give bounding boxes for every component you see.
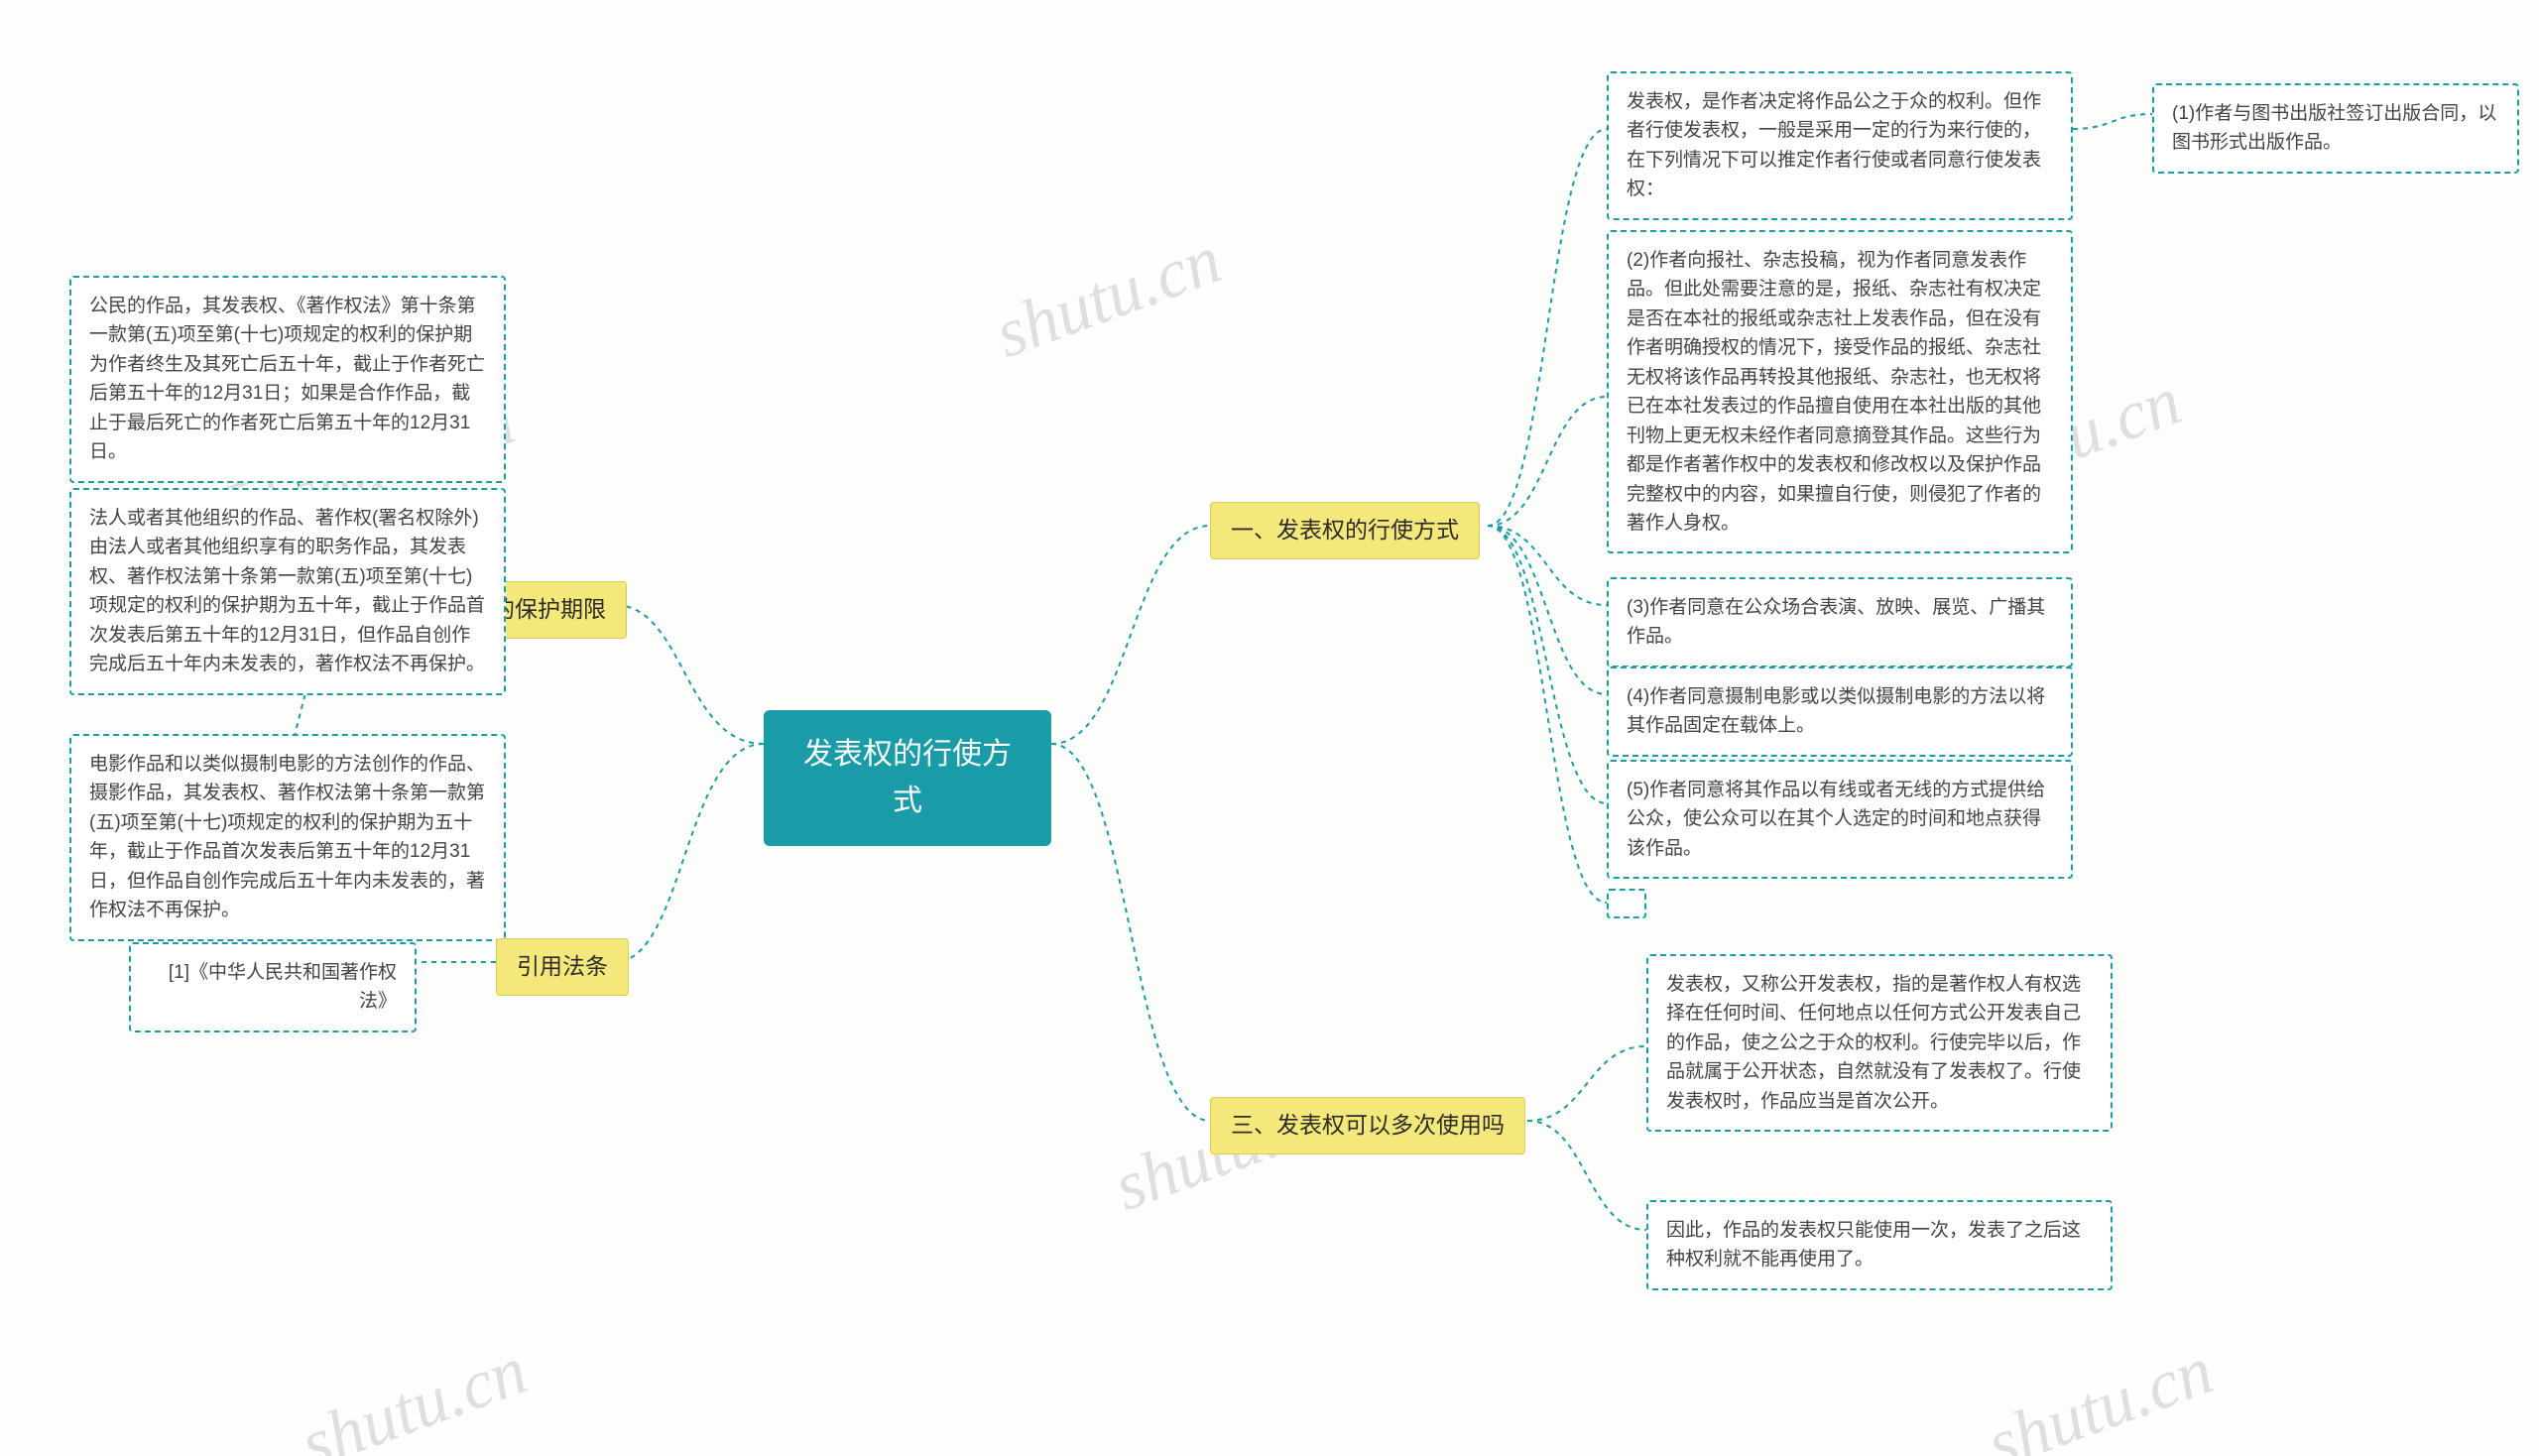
branch-3-label: 三、发表权可以多次使用吗 bbox=[1231, 1112, 1505, 1138]
connector-lines bbox=[0, 0, 2539, 1456]
leaf-3a[interactable]: 发表权，又称公开发表权，指的是著作权人有权选择在任何时间、任何地点以任何方式公开… bbox=[1646, 954, 2113, 1132]
leaf-1d-text: (4)作者同意摄制电影或以类似摄制电影的方法以将其作品固定在载体上。 bbox=[1627, 686, 2045, 736]
branch-1[interactable]: 一、发表权的行使方式 bbox=[1210, 502, 1480, 559]
leaf-empty[interactable] bbox=[1607, 889, 1646, 918]
watermark: shutu.cn bbox=[291, 1331, 537, 1456]
leaf-2a[interactable]: 公民的作品，其发表权、《著作权法》第十条第一款第(五)项至第(十七)项规定的权利… bbox=[69, 276, 506, 483]
leaf-3a-text: 发表权，又称公开发表权，指的是著作权人有权选择在任何时间、任何地点以任何方式公开… bbox=[1666, 974, 2081, 1112]
leaf-2b-text: 法人或者其他组织的作品、著作权(署名权除外)由法人或者其他组织享有的职务作品，其… bbox=[89, 508, 485, 674]
leaf-4a-text: [1]《中华人民共和国著作权法》 bbox=[169, 962, 397, 1012]
leaf-3b-text: 因此，作品的发表权只能使用一次，发表了之后这种权利就不能再使用了。 bbox=[1666, 1220, 2081, 1270]
leaf-2a-text: 公民的作品，其发表权、《著作权法》第十条第一款第(五)项至第(十七)项规定的权利… bbox=[89, 296, 485, 462]
branch-4[interactable]: 引用法条 bbox=[496, 938, 629, 996]
leaf-1e-text: (5)作者同意将其作品以有线或者无线的方式提供给公众，使公众可以在其个人选定的时… bbox=[1627, 780, 2045, 859]
leaf-3b[interactable]: 因此，作品的发表权只能使用一次，发表了之后这种权利就不能再使用了。 bbox=[1646, 1200, 2113, 1290]
root-node[interactable]: 发表权的行使方式 bbox=[764, 710, 1051, 846]
watermark: shutu.cn bbox=[1977, 1331, 2223, 1456]
branch-3[interactable]: 三、发表权可以多次使用吗 bbox=[1210, 1097, 1525, 1154]
branch-4-label: 引用法条 bbox=[517, 953, 608, 979]
leaf-1c-text: (3)作者同意在公众场合表演、放映、展览、广播其作品。 bbox=[1627, 597, 2045, 647]
branch-1-label: 一、发表权的行使方式 bbox=[1231, 517, 1459, 543]
leaf-1b-text: (2)作者向报社、杂志投稿，视为作者同意发表作品。但此处需要注意的是，报纸、杂志… bbox=[1627, 250, 2041, 534]
leaf-1a1-text: (1)作者与图书出版社签订出版合同，以图书形式出版作品。 bbox=[2172, 103, 2496, 153]
leaf-4a[interactable]: [1]《中华人民共和国著作权法》 bbox=[129, 942, 417, 1032]
leaf-1c[interactable]: (3)作者同意在公众场合表演、放映、展览、广播其作品。 bbox=[1607, 577, 2073, 667]
leaf-1b[interactable]: (2)作者向报社、杂志投稿，视为作者同意发表作品。但此处需要注意的是，报纸、杂志… bbox=[1607, 230, 2073, 553]
leaf-1a-text: 发表权，是作者决定将作品公之于众的权利。但作者行使发表权，一般是采用一定的行为来… bbox=[1627, 91, 2041, 199]
leaf-2b[interactable]: 法人或者其他组织的作品、著作权(署名权除外)由法人或者其他组织享有的职务作品，其… bbox=[69, 488, 506, 695]
leaf-1a[interactable]: 发表权，是作者决定将作品公之于众的权利。但作者行使发表权，一般是采用一定的行为来… bbox=[1607, 71, 2073, 220]
leaf-1e[interactable]: (5)作者同意将其作品以有线或者无线的方式提供给公众，使公众可以在其个人选定的时… bbox=[1607, 760, 2073, 879]
leaf-1a1[interactable]: (1)作者与图书出版社签订出版合同，以图书形式出版作品。 bbox=[2152, 83, 2519, 174]
leaf-2c[interactable]: 电影作品和以类似摄制电影的方法创作的作品、摄影作品，其发表权、著作权法第十条第一… bbox=[69, 734, 506, 941]
watermark: shutu.cn bbox=[985, 220, 1231, 375]
leaf-2c-text: 电影作品和以类似摄制电影的方法创作的作品、摄影作品，其发表权、著作权法第十条第一… bbox=[89, 754, 485, 920]
root-label: 发表权的行使方式 bbox=[803, 738, 1012, 817]
leaf-1d[interactable]: (4)作者同意摄制电影或以类似摄制电影的方法以将其作品固定在载体上。 bbox=[1607, 667, 2073, 757]
